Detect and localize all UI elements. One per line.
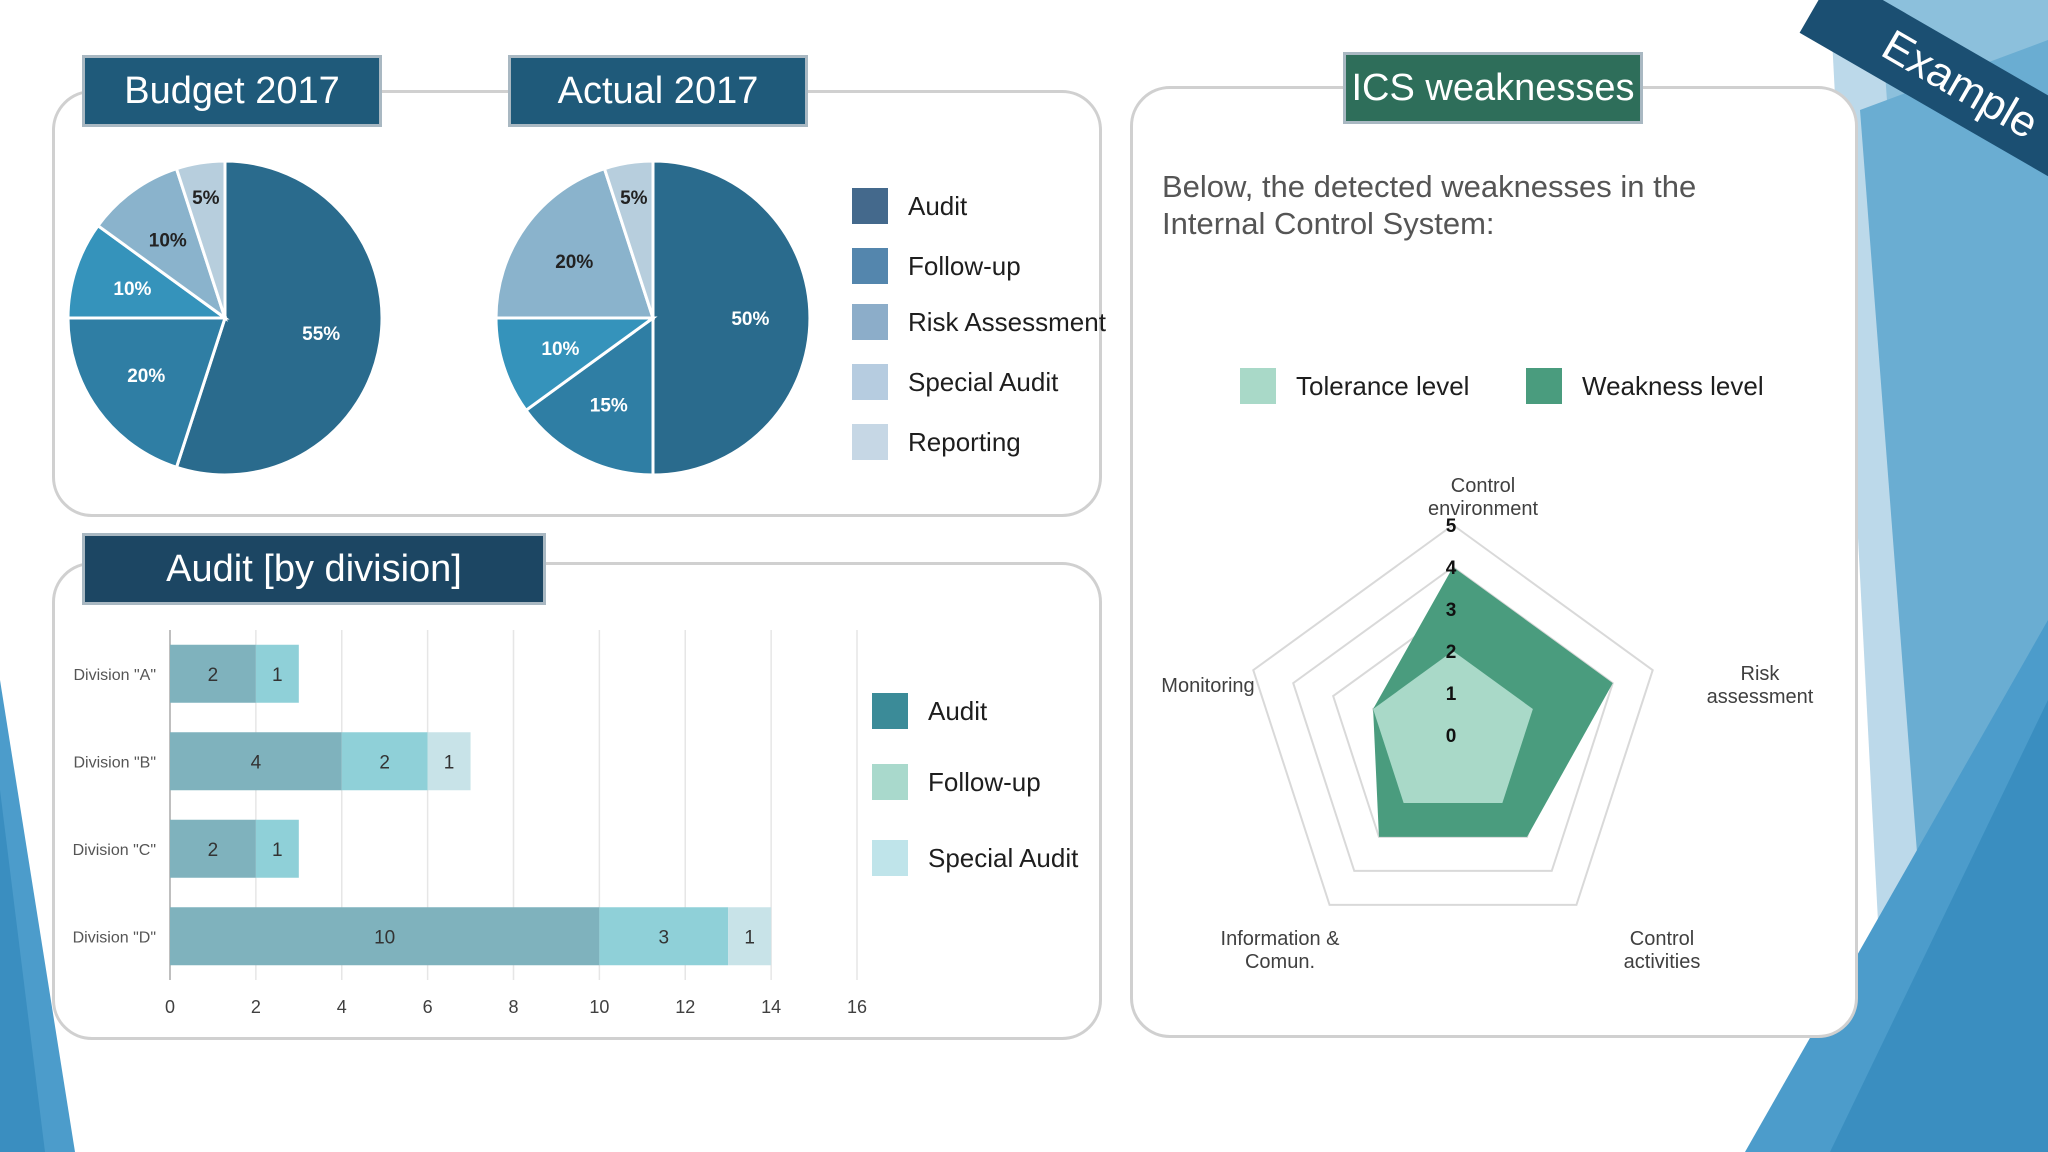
radar-legend-item: Weakness level xyxy=(1526,368,1764,404)
bar-legend-label: Audit xyxy=(928,695,988,726)
pie-legend-swatch xyxy=(852,188,888,224)
actual-title: Actual 2017 xyxy=(508,55,808,127)
bar-legend-swatch xyxy=(872,693,908,729)
radar-legend-swatch xyxy=(1526,368,1562,404)
budget-title: Budget 2017 xyxy=(82,55,382,127)
division-title: Audit [by division] xyxy=(82,533,546,605)
pie-legend-swatch xyxy=(852,304,888,340)
pie-legend-label: Audit xyxy=(908,190,968,221)
pie-legend-swatch xyxy=(852,424,888,460)
pie-legend-item: Risk Assessment xyxy=(852,304,1106,340)
pie-legend-item: Reporting xyxy=(852,424,1021,460)
radar-legend-item: Tolerance level xyxy=(1240,368,1469,404)
pie-legend-label: Reporting xyxy=(908,426,1021,457)
radar-legend-label: Weakness level xyxy=(1582,370,1764,401)
division-panel xyxy=(52,562,1102,1040)
bar-legend-swatch xyxy=(872,840,908,876)
pie-legend-item: Special Audit xyxy=(852,364,1058,400)
ics-title-text: ICS weaknesses xyxy=(1351,66,1635,109)
bar-legend-label: Follow-up xyxy=(928,766,1041,797)
bar-legend-item: Special Audit xyxy=(872,840,1078,876)
budget-title-text: Budget 2017 xyxy=(124,69,340,112)
radar-legend-swatch xyxy=(1240,368,1276,404)
pie-legend-item: Follow-up xyxy=(852,248,1021,284)
pie-legend-item: Audit xyxy=(852,188,967,224)
division-title-text: Audit [by division] xyxy=(166,547,462,590)
example-badge-text: Example xyxy=(1873,20,2047,149)
bar-legend-item: Follow-up xyxy=(872,764,1041,800)
bar-legend-label: Special Audit xyxy=(928,842,1079,873)
bar-legend-item: Audit xyxy=(872,693,987,729)
ics-intro-text: Below, the detected weaknesses in the In… xyxy=(1162,169,1697,241)
radar-legend-label: Tolerance level xyxy=(1296,370,1470,401)
pie-legend-label: Risk Assessment xyxy=(908,306,1106,337)
pie-legend-label: Follow-up xyxy=(908,250,1021,281)
pie-legend-label: Special Audit xyxy=(908,366,1059,397)
bar-legend-swatch xyxy=(872,764,908,800)
pie-legend-swatch xyxy=(852,364,888,400)
ics-title: ICS weaknesses xyxy=(1343,52,1643,124)
pie-legend-swatch xyxy=(852,248,888,284)
actual-title-text: Actual 2017 xyxy=(557,69,759,112)
